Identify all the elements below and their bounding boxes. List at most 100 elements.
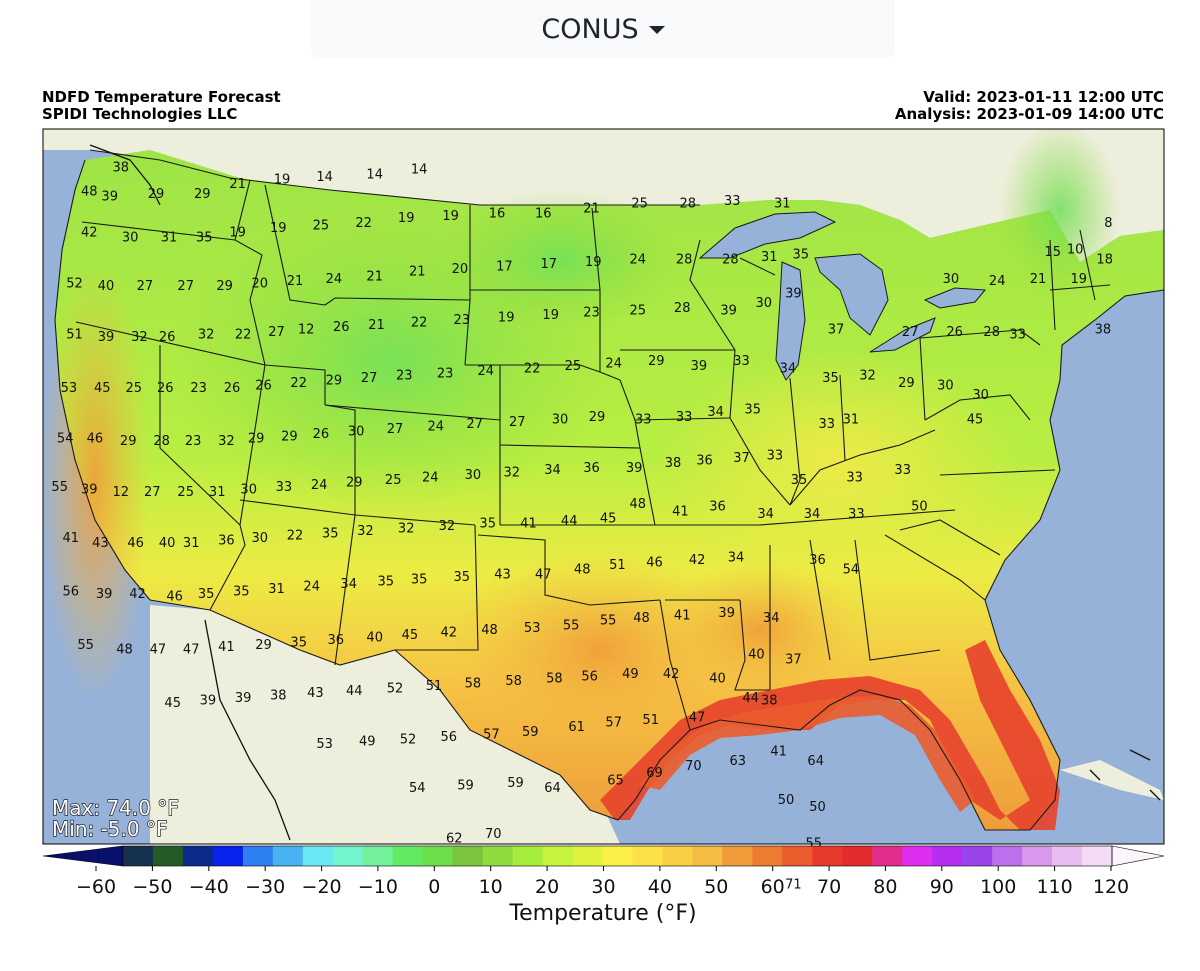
colorbar-segment [1052,846,1083,866]
temperature-value: 57 [605,715,622,730]
colorbar-tick-label: −20 [302,876,342,898]
temperature-value: 46 [127,536,144,551]
lake-huron [814,253,889,336]
temperature-value: 32 [859,369,876,384]
temperature-value: 45 [94,381,111,396]
temperature-value: 43 [307,686,324,701]
border-tx-la [659,599,691,731]
temperature-value: 22 [235,328,252,343]
colorbar-segment [123,846,154,866]
colorbar-tick-label: −60 [76,876,116,898]
temperature-value: 19 [1071,272,1088,287]
temperature-value: 51 [426,679,443,694]
temperature-value: 19 [585,255,602,270]
temperature-value: 30 [240,483,257,498]
temperature-value: 33 [894,463,911,478]
temperature-value: 37 [733,451,750,466]
colorbar [42,845,1165,867]
temperature-value: 36 [328,633,345,648]
temperature-value: 25 [630,303,647,318]
border-new-england [1049,229,1111,331]
temperature-value: 51 [66,328,83,343]
temperature-value: 71 [785,878,802,893]
border-ne-ia-mo [619,379,656,526]
temperature-value: 33 [635,412,652,427]
temperature-value: 31 [183,536,200,551]
temperature-value: 61 [568,720,585,735]
temperature-value: 24 [428,420,445,435]
temperature-value: 35 [233,584,250,599]
temperature-value: 14 [316,170,333,185]
border-md-va [924,394,1031,421]
temperature-value: 40 [709,672,726,687]
temperature-value: 38 [113,160,130,175]
colorbar-tick-label: 20 [535,876,559,898]
temperature-value: 23 [454,313,471,328]
temperature-value: 41 [770,744,787,759]
bahamas [1089,749,1161,801]
temperature-value: 48 [633,611,650,626]
temperature-value: 48 [81,185,98,200]
temperature-value: 8 [1104,216,1112,231]
temperature-value: 47 [535,568,552,583]
temperature-value: 24 [630,252,647,267]
colorbar-segment [962,846,993,866]
temperature-value: 23 [185,434,202,449]
colorbar-segment [872,846,903,866]
border-al-ga [854,539,941,661]
temperature-value: 36 [709,500,726,515]
temperature-value: 59 [522,725,539,740]
border-il-west [729,349,791,506]
border-sd-ne [465,364,601,373]
florida-tip-cuba [1060,760,1164,800]
colorbar-tick-label: −50 [132,876,172,898]
temperature-value: 29 [346,475,363,490]
border-or-ca [75,321,266,366]
temperature-value: 41 [63,531,80,546]
temperature-value: 19 [542,308,559,323]
temperature-value: 26 [159,330,176,345]
border-id-ut [264,364,326,405]
temperature-value: 47 [183,643,200,658]
us-mexico-border [149,599,619,821]
temperature-value: 22 [290,376,307,391]
region-selector-dropdown[interactable]: CONUS [311,0,895,58]
border-az-nm [334,514,356,666]
temperature-value: 70 [485,827,502,842]
temperature-value: 24 [326,272,343,287]
colorbar-outline [122,845,1113,867]
border-mt-wy [324,297,471,306]
mexico-land [150,605,620,844]
temperature-value: 33 [676,410,693,425]
temperature-value: 63 [730,754,747,769]
temperature-value: 28 [153,434,170,449]
temperature-value: 45 [967,412,984,427]
temperature-value: 48 [630,497,647,512]
temperature-value: 58 [505,674,522,689]
temperature-value: 34 [780,361,797,376]
colorbar-segment [512,846,544,866]
temperature-value: 28 [722,252,739,267]
lake-superior [698,211,837,259]
temperature-value: 54 [843,563,860,578]
colorbar-low-arrow [42,845,124,867]
temperature-value: 55 [51,480,68,495]
temperature-value: 41 [520,517,537,532]
colorbar-segment [422,846,454,866]
temperature-value: 34 [757,507,774,522]
temperature-value: 35 [479,517,496,532]
border-nv-ut [239,364,266,526]
caret-down-icon [648,26,665,34]
temperature-value: 18 [1096,252,1113,267]
border-dakotas-mn [591,207,621,381]
temperature-value: 28 [674,301,691,316]
temperature-value: 42 [689,553,706,568]
temperature-value: 30 [552,412,569,427]
plot-header-left: NDFD Temperature Forecast SPIDI Technolo… [42,89,281,123]
state-borders [54,149,1164,831]
temperature-value: 58 [546,672,563,687]
temperature-value: 12 [298,323,315,338]
temperature-value: 17 [541,257,558,272]
colorbar-segment [662,846,694,866]
temperature-value: 17 [496,260,513,275]
